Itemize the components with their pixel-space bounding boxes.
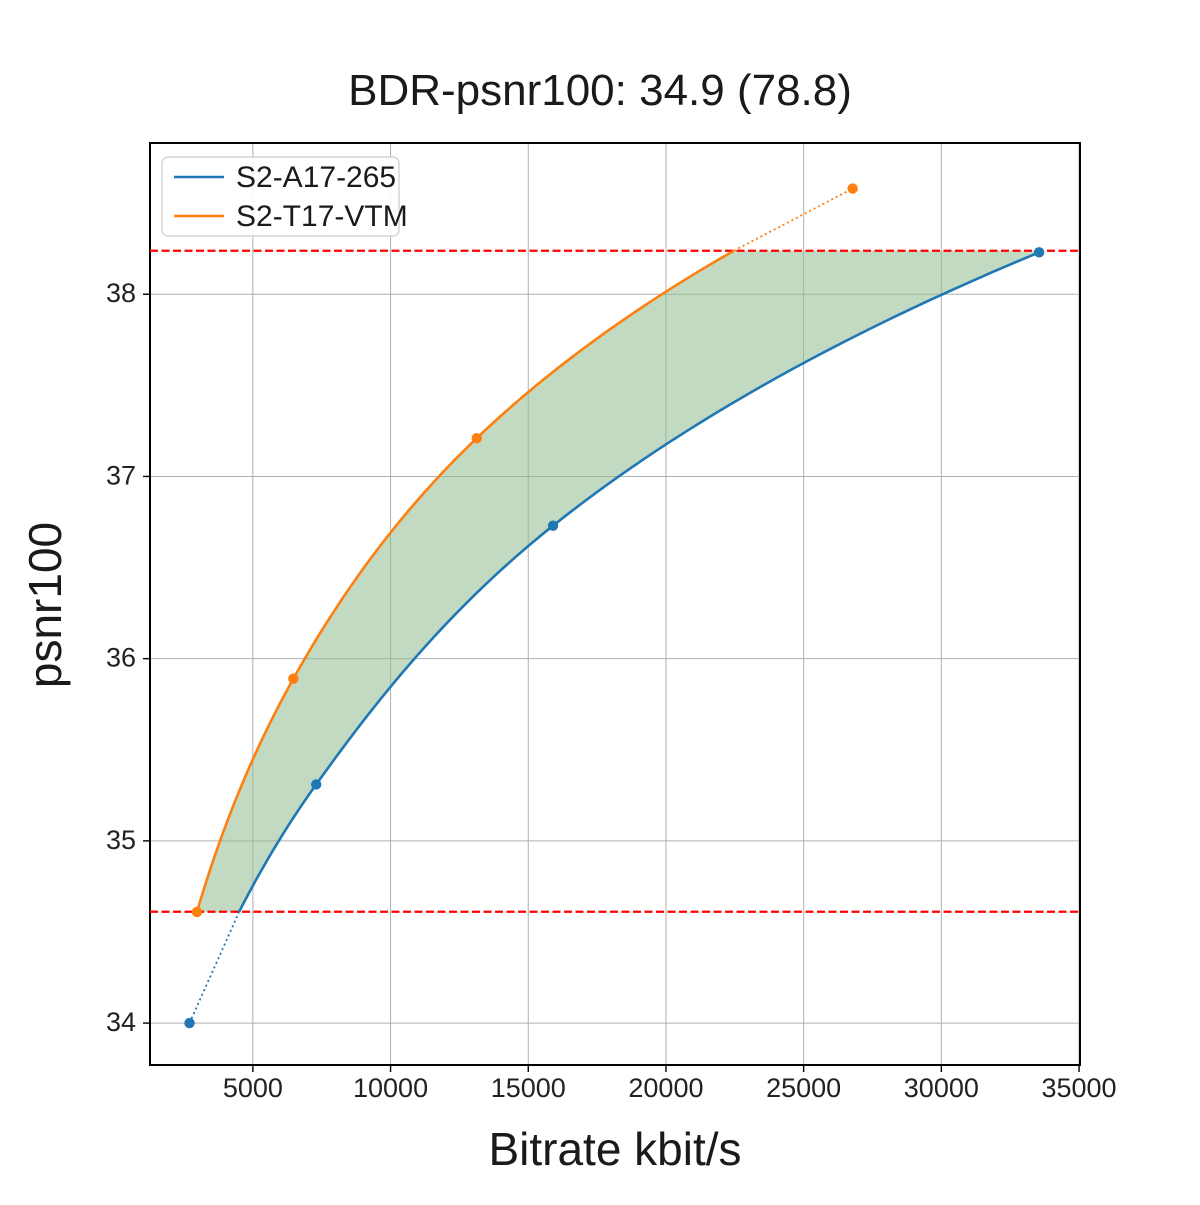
svg-text:35: 35 [106,825,136,855]
svg-text:BDR-psnr100: 34.9 (78.8): BDR-psnr100: 34.9 (78.8) [348,66,852,115]
svg-text:S2-A17-265: S2-A17-265 [236,161,396,194]
svg-text:psnr100: psnr100 [19,522,71,688]
svg-text:30000: 30000 [904,1073,979,1103]
svg-text:37: 37 [106,460,136,490]
svg-text:35000: 35000 [1041,1073,1116,1103]
svg-text:25000: 25000 [766,1073,841,1103]
svg-text:34: 34 [106,1007,136,1037]
svg-text:10000: 10000 [353,1073,428,1103]
svg-text:36: 36 [106,643,136,673]
svg-text:S2-T17-VTM: S2-T17-VTM [236,200,408,233]
svg-text:38: 38 [106,278,136,308]
svg-text:Bitrate kbit/s: Bitrate kbit/s [488,1123,741,1175]
svg-text:15000: 15000 [491,1073,566,1103]
svg-text:5000: 5000 [223,1073,283,1103]
svg-text:20000: 20000 [628,1073,703,1103]
